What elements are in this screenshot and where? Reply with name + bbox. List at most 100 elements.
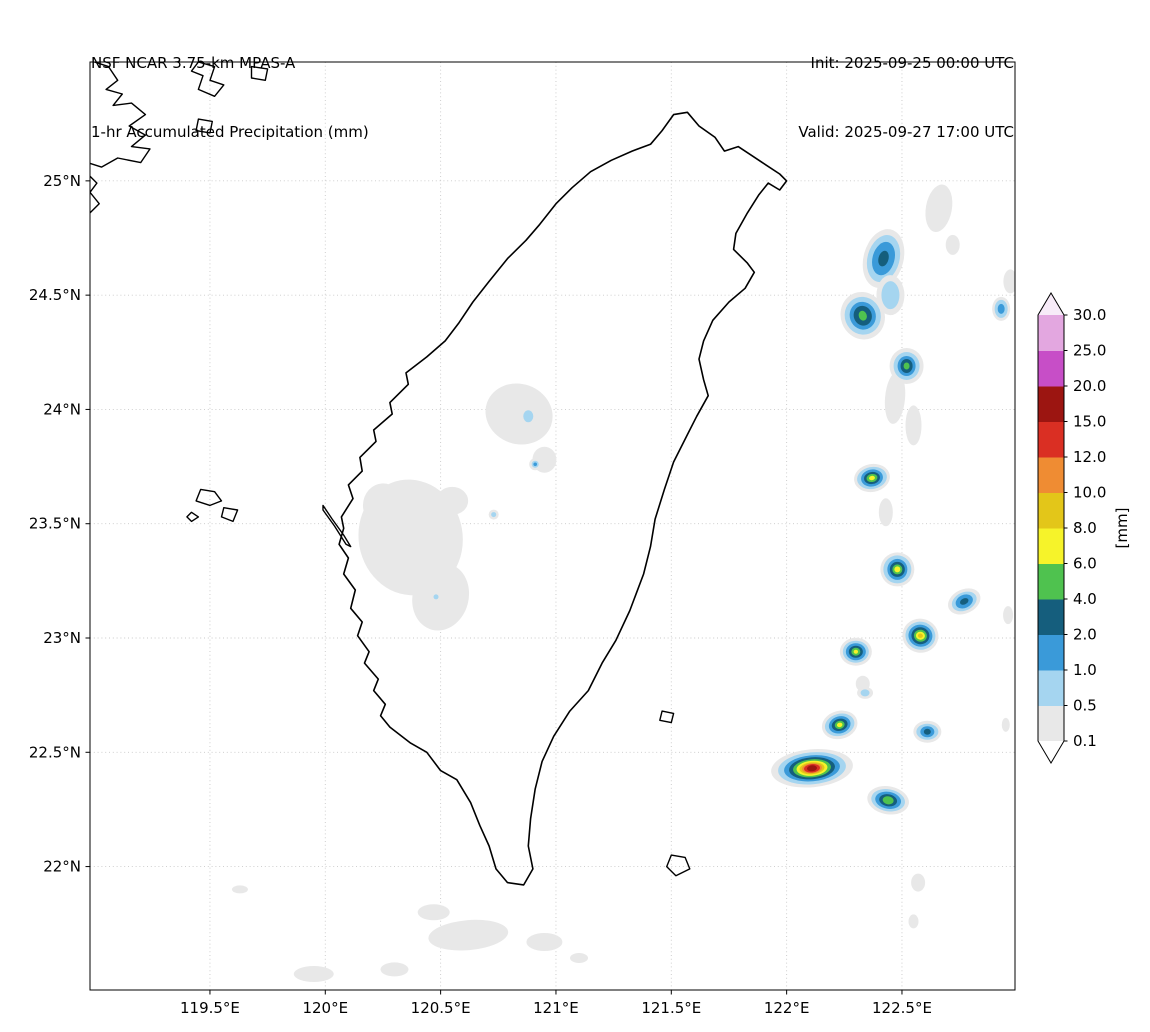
colorbar-unit-label: [mm] xyxy=(1113,508,1131,549)
colorbar-tick-label: 2.0 xyxy=(1073,626,1097,644)
precip-cell xyxy=(992,296,1011,321)
colorbar-over-arrow xyxy=(1038,293,1064,315)
valid-time-label: Valid: 2025-09-27 17:00 UTC xyxy=(798,123,1014,141)
coastline-island xyxy=(322,504,352,548)
colorbar-segment xyxy=(1038,705,1064,742)
coastline-island xyxy=(190,62,225,97)
precip-patch xyxy=(925,184,953,233)
x-tick-label: 122°E xyxy=(764,999,810,1017)
precip-cell xyxy=(948,588,981,615)
precip-patch xyxy=(428,919,509,951)
precip-cell xyxy=(433,594,439,600)
coastline-taiwan xyxy=(338,111,788,886)
precip-patch xyxy=(485,383,553,445)
precip-patch xyxy=(412,563,470,631)
colorbar-segment xyxy=(1038,350,1064,387)
tick-marks xyxy=(85,180,903,995)
colorbar-segment xyxy=(1038,457,1064,493)
coastline-island xyxy=(195,488,223,507)
precip-patch xyxy=(436,486,469,515)
colorbar-tick-label: 25.0 xyxy=(1073,342,1106,360)
precip-cell xyxy=(862,229,905,289)
colorbar-tick-label: 12.0 xyxy=(1073,448,1106,466)
colorbar-tick-label: 1.0 xyxy=(1073,661,1097,679)
colorbar-tick-label: 0.1 xyxy=(1073,732,1097,750)
precip-patch xyxy=(231,885,248,894)
figure-title-block: NSF NCAR 3.75-km MPAS-A 1-hr Accumulated… xyxy=(91,6,369,190)
y-tick-label: 22.5°N xyxy=(29,743,81,761)
precip-cell xyxy=(902,618,939,653)
colorbar-segment xyxy=(1038,599,1064,635)
tick-labels: 119.5°E 120°E 120.5°E 121°E 121.5°E 122°E 122.… xyxy=(29,172,932,1017)
precip-patch xyxy=(1003,606,1014,625)
coastlines xyxy=(90,62,788,886)
x-tick-label: 120.5°E xyxy=(411,999,471,1017)
colorbar-tick-label: 8.0 xyxy=(1073,519,1097,537)
precip-patch xyxy=(911,873,926,892)
precip-patch xyxy=(878,498,893,527)
figure-time-block: Init: 2025-09-25 00:00 UTC Valid: 2025-0… xyxy=(798,6,1014,190)
colorbar-segment xyxy=(1038,563,1064,600)
precip-patch xyxy=(417,904,450,921)
colorbar-under-arrow xyxy=(1038,741,1064,763)
y-tick-label: 24.5°N xyxy=(29,286,81,304)
coastline-island xyxy=(195,118,213,134)
y-tick-label: 25°N xyxy=(43,172,81,190)
precip-cell xyxy=(854,463,890,493)
colorbar-segment xyxy=(1038,421,1064,458)
map-content xyxy=(90,62,1015,990)
precip-cell xyxy=(840,291,885,340)
x-tick-label: 122.5°E xyxy=(872,999,932,1017)
coastline-island xyxy=(666,854,691,877)
colorbar: 0.1 0.5 1.0 2.0 4.0 6.0 8.0 10.0 12.0 15.0 20.0 25.… xyxy=(1037,292,1131,764)
precip-cell xyxy=(857,686,874,699)
coastline-island xyxy=(90,62,151,168)
coastline-island xyxy=(250,65,269,81)
precip-cell xyxy=(867,786,909,815)
y-tick-label: 22°N xyxy=(43,858,81,876)
colorbar-tick-label: 0.5 xyxy=(1073,697,1097,715)
coastline-island xyxy=(186,511,200,523)
precip-cell xyxy=(529,458,542,471)
precip-patch xyxy=(362,483,403,528)
gridlines xyxy=(90,62,1015,990)
colorbar-segment xyxy=(1038,670,1064,706)
colorbar-segment xyxy=(1038,492,1064,529)
precip-patch xyxy=(908,914,919,929)
product-title: 1-hr Accumulated Precipitation (mm) xyxy=(91,123,369,141)
coastline-island xyxy=(659,710,675,724)
colorbar-segment xyxy=(1038,634,1064,671)
colorbar-tick-label: 30.0 xyxy=(1073,306,1106,324)
init-time-label: Init: 2025-09-25 00:00 UTC xyxy=(810,54,1014,72)
axes-frame xyxy=(89,61,1016,991)
precip-patch xyxy=(945,234,960,255)
colorbar-tick-label: 10.0 xyxy=(1073,484,1106,502)
y-tick-label: 24°N xyxy=(43,400,81,418)
colorbar-tick-label: 20.0 xyxy=(1073,377,1106,395)
x-tick-label: 121.5°E xyxy=(641,999,701,1017)
precip-patch xyxy=(570,953,589,963)
precip-patch xyxy=(884,372,906,424)
precip-patch xyxy=(526,933,563,951)
model-title: NSF NCAR 3.75-km MPAS-A xyxy=(91,54,296,72)
precip-cell xyxy=(876,275,905,316)
precip-cell xyxy=(771,749,853,788)
x-tick-label: 121°E xyxy=(533,999,579,1017)
precip-cell xyxy=(913,720,942,743)
precip-cell xyxy=(821,710,858,740)
precip-cell xyxy=(839,637,872,666)
light-precip-patches xyxy=(231,184,1015,982)
precip-patch xyxy=(1003,269,1015,294)
x-tick-label: 119.5°E xyxy=(180,999,240,1017)
precip-cell xyxy=(488,509,499,520)
precip-patch xyxy=(1001,717,1010,732)
precip-cell xyxy=(889,348,924,384)
colorbar-tick-label: 15.0 xyxy=(1073,413,1106,431)
precip-patch xyxy=(293,966,334,982)
colorbar-tick-label: 4.0 xyxy=(1073,590,1097,608)
precip-patch xyxy=(905,405,922,446)
colorbar-segment xyxy=(1038,386,1064,422)
colorbar-segment xyxy=(1038,315,1064,351)
x-tick-label: 120°E xyxy=(302,999,348,1017)
